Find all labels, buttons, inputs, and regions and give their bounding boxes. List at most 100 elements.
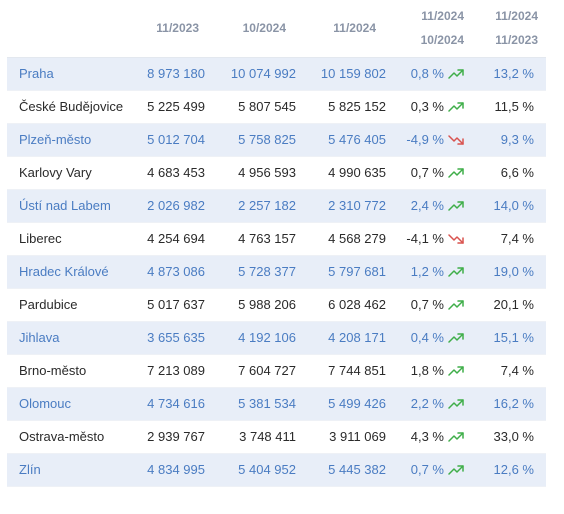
table-row: Brno-město 7 213 089 7 604 727 7 744 851 1,8… [7,355,546,388]
trend-up-icon [448,366,464,376]
value-11-2024: 5 476 405 [328,132,386,147]
value-10-2024: 5 807 545 [238,99,296,114]
year-change: 12,6 % [493,462,534,477]
region-name: Ústí nad Labem [19,198,111,213]
region-name: Ostrava-město [19,429,105,444]
value-11-2023: 8 973 180 [147,66,205,81]
year-change: 6,6 % [500,165,534,180]
month-change: 2,4 % [410,198,444,213]
header-col-11-2023: 11/2023 [156,21,199,35]
trend-up-icon [448,102,464,112]
value-11-2024: 5 825 152 [328,99,386,114]
header-col-yoy-bottom: 11/2023 [495,33,538,47]
month-change: 0,4 % [410,330,444,345]
table-body: Praha 8 973 180 10 074 992 10 159 802 0,8 % 1… [7,58,546,487]
value-11-2024: 6 028 462 [328,297,386,312]
value-11-2024: 4 568 279 [328,231,386,246]
table-header: 11/2023 10/2024 11/2024 11/2024 10/2024 … [7,0,546,58]
value-10-2024: 5 988 206 [238,297,296,312]
month-change: 2,2 % [410,396,444,411]
region-name: Karlovy Vary [19,165,92,180]
trend-up-icon [448,267,464,277]
value-11-2023: 2 026 982 [147,198,205,213]
table-row: Ostrava-město 2 939 767 3 748 411 3 911 069… [7,421,546,454]
trend-up-icon [448,69,464,79]
table-row: Karlovy Vary 4 683 453 4 956 593 4 990 635 0… [7,157,546,190]
trend-up-icon [448,432,464,442]
value-10-2024: 3 748 411 [239,429,296,444]
month-change: 0,7 % [410,297,444,312]
year-change: 13,2 % [493,66,534,81]
table-row: Liberec 4 254 694 4 763 157 4 568 279 -4,1 %… [7,223,546,256]
table-row: České Budějovice 5 225 499 5 807 545 5 825 … [7,91,546,124]
header-col-yoy-top: 11/2024 [495,9,538,23]
value-10-2024: 7 604 727 [238,363,296,378]
trend-down-icon [448,135,464,145]
value-11-2024: 7 744 851 [328,363,386,378]
value-10-2024: 5 404 952 [238,462,296,477]
value-11-2024: 10 159 802 [320,66,386,81]
value-10-2024: 2 257 182 [238,198,296,213]
value-11-2023: 4 734 616 [147,396,205,411]
header-col-yoy: 11/2024 11/2023 [495,4,538,52]
value-11-2024: 2 310 772 [328,198,386,213]
trend-up-icon [448,465,464,475]
year-change: 20,1 % [493,297,534,312]
table-footer-spacer [7,487,546,502]
value-11-2023: 5 225 499 [147,99,205,114]
month-change: 0,8 % [410,66,444,81]
value-11-2023: 4 254 694 [147,231,205,246]
year-change: 33,0 % [493,429,534,444]
value-11-2024: 5 499 426 [328,396,386,411]
value-10-2024: 4 763 157 [238,231,296,246]
header-col-10-2024: 10/2024 [242,21,286,35]
value-10-2024: 5 381 534 [238,396,296,411]
value-11-2024: 3 911 069 [329,429,386,444]
table-row: Hradec Králové 4 873 086 5 728 377 5 797 68… [7,256,546,289]
year-change: 16,2 % [493,396,534,411]
value-11-2024: 4 990 635 [328,165,386,180]
header-col-mom: 11/2024 10/2024 [421,4,464,52]
month-change: 1,2 % [410,264,444,279]
year-change: 14,0 % [493,198,534,213]
trend-up-icon [448,201,464,211]
table-row: Ústí nad Labem 2 026 982 2 257 182 2 310 77… [7,190,546,223]
data-table: 11/2023 10/2024 11/2024 11/2024 10/2024 … [7,0,546,502]
value-11-2023: 2 939 767 [147,429,205,444]
region-name: Brno-město [19,363,87,378]
value-11-2024: 5 445 382 [328,462,386,477]
region-name: Liberec [19,231,62,246]
region-name: Praha [19,66,54,81]
year-change: 15,1 % [493,330,534,345]
region-name: Olomouc [19,396,72,411]
header-col-11-2024: 11/2024 [333,21,376,35]
trend-up-icon [448,300,464,310]
month-change: 0,3 % [410,99,444,114]
region-name: Hradec Králové [19,264,109,279]
table-row: Praha 8 973 180 10 074 992 10 159 802 0,8 % 1… [7,58,546,91]
table-row: Zlín 4 834 995 5 404 952 5 445 382 0,7 % 12,6… [7,454,546,487]
year-change: 19,0 % [493,264,534,279]
trend-up-icon [448,333,464,343]
value-11-2023: 5 012 704 [147,132,205,147]
value-11-2023: 7 213 089 [147,363,205,378]
trend-down-icon [448,234,464,244]
value-11-2024: 5 797 681 [328,264,386,279]
month-change: 4,3 % [410,429,444,444]
month-change: -4,1 % [406,231,444,246]
region-name: České Budějovice [19,99,124,114]
value-11-2023: 4 873 086 [147,264,205,279]
value-11-2023: 4 683 453 [147,165,205,180]
region-name: Pardubice [19,297,78,312]
value-11-2023: 4 834 995 [147,462,205,477]
table-row: Olomouc 4 734 616 5 381 534 5 499 426 2,2 % 1… [7,388,546,421]
table-row: Plzeň-město 5 012 704 5 758 825 5 476 405 -4… [7,124,546,157]
value-10-2024: 5 758 825 [238,132,296,147]
table-row: Jihlava 3 655 635 4 192 106 4 208 171 0,4 % 1… [7,322,546,355]
table-row: Pardubice 5 017 637 5 988 206 6 028 462 0,7 … [7,289,546,322]
trend-up-icon [448,399,464,409]
trend-up-icon [448,168,464,178]
year-change: 7,4 % [500,231,534,246]
year-change: 7,4 % [500,363,534,378]
month-change: 0,7 % [410,165,444,180]
